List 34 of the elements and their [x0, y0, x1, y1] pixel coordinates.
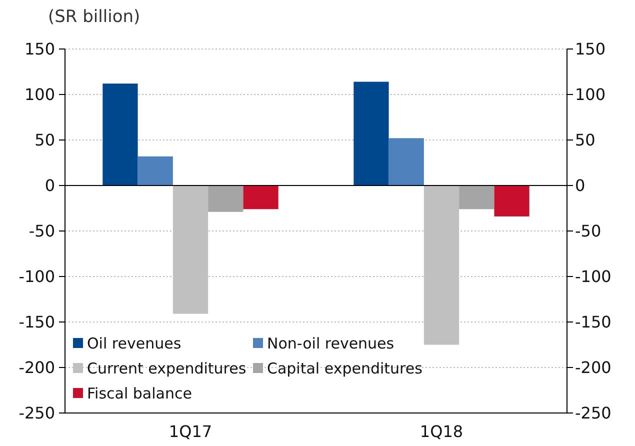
bar	[494, 186, 530, 216]
x-tick-label: 1Q18	[420, 422, 464, 441]
y-tick-label: -200	[18, 358, 55, 378]
x-tick-label: 1Q17	[168, 422, 212, 441]
y2-tick-label: -50	[575, 222, 602, 241]
y2-tick-label: -200	[575, 358, 612, 378]
y-tick-label: 50	[34, 130, 55, 150]
y-tick-label: 100	[24, 85, 55, 104]
y2-tick-label: 150	[575, 40, 606, 59]
bar	[243, 186, 278, 210]
y-tick-label: -250	[18, 404, 55, 423]
y-tick-label: 150	[24, 40, 55, 59]
legend-label: Non-oil revenues	[267, 334, 394, 352]
y-tick-label: -50	[28, 222, 55, 241]
y-tick-label: -100	[18, 267, 55, 286]
y-tick-label: -150	[18, 312, 55, 332]
legend-label: Oil revenues	[87, 334, 182, 352]
y2-tick-label: 0	[575, 176, 586, 196]
legend-label: Capital expenditures	[267, 359, 423, 378]
legend-label: Current expenditures	[87, 359, 246, 378]
y2-tick-label: -250	[575, 404, 612, 423]
bar	[208, 186, 244, 212]
bar	[388, 138, 424, 186]
legend-label: Fiscal balance	[87, 384, 192, 402]
bar	[102, 84, 138, 186]
y2-tick-label: -100	[575, 267, 612, 286]
bar	[138, 156, 173, 186]
bar	[459, 186, 494, 210]
y-axis-title: (SR billion)	[48, 7, 140, 27]
y-tick-label: 0	[44, 176, 55, 196]
y2-tick-label: 50	[575, 130, 596, 150]
bar	[354, 82, 389, 186]
y2-tick-label: 100	[575, 85, 606, 104]
y2-tick-label: -150	[575, 312, 612, 332]
